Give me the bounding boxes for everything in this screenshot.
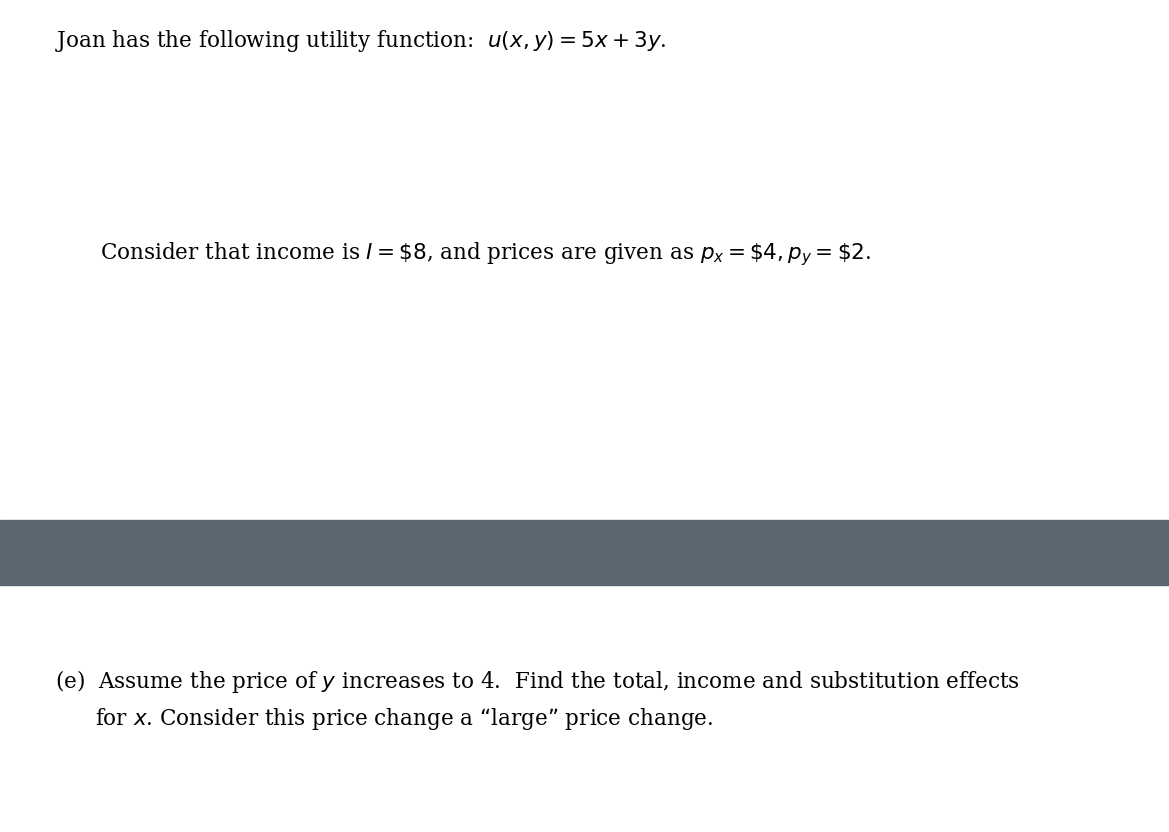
Text: (e)  Assume the price of $y$ increases to 4.  Find the total, income and substit: (e) Assume the price of $y$ increases to… [55,668,1019,695]
Text: for $x$. Consider this price change a “large” price change.: for $x$. Consider this price change a “l… [95,706,713,732]
Text: Joan has the following utility function:  $u(x, y) = 5x + 3y$.: Joan has the following utility function:… [55,28,666,54]
Text: Consider that income is $I = \$8$, and prices are given as $p_x = \$4, p_y = \$2: Consider that income is $I = \$8$, and p… [101,240,871,268]
Bar [0,520,1169,585]
